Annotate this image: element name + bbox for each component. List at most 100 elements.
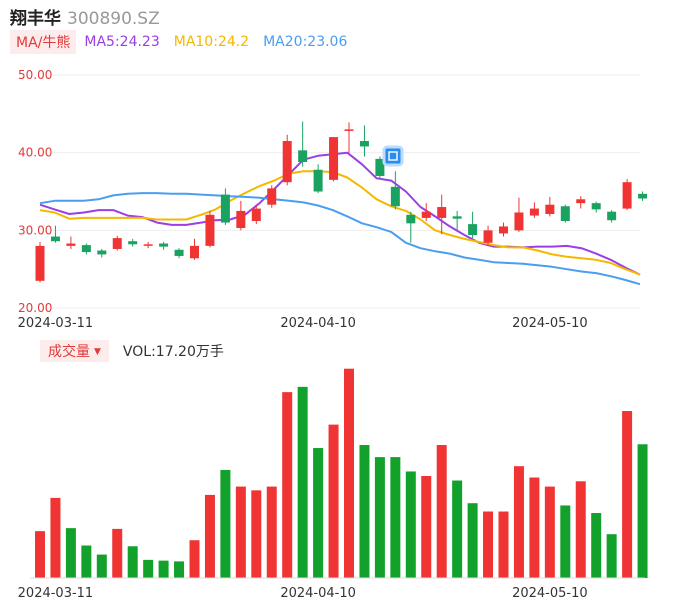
volume-bar [591,513,602,578]
candle-body [607,211,617,221]
volume-bar [158,560,169,578]
volume-indicator-button[interactable]: 成交量 ▼ [40,340,109,362]
candle-body [50,236,60,242]
candle-body [344,129,354,131]
candle-body [390,186,400,207]
candle-body [267,188,277,205]
candle-body [545,204,555,215]
ma5-line [39,151,641,276]
candle-body [437,207,447,218]
candle-body [483,230,493,243]
volume-legend: 成交量 ▼ VOL:17.20万手 [40,340,224,362]
volume-bar [359,445,370,578]
volume-bar [81,545,92,578]
candle-body [499,226,508,234]
volume-bar [235,486,246,578]
candle-body [205,214,215,246]
date-tick-label: 2024-05-10 [512,316,588,331]
volume-bar [421,476,432,578]
candle-body [298,150,308,162]
volume-bar [467,503,478,578]
volume-bar [637,444,648,578]
ma20-line [39,192,641,286]
volume-bar [328,424,339,578]
volume-indicator-label: 成交量 [48,344,90,360]
candle-body [514,212,524,231]
caret-down-icon: ▼ [94,347,101,357]
candle-body [529,208,539,216]
candle-body [622,182,632,209]
volume-bar [266,486,277,578]
candle-body [359,141,369,147]
candle-body [468,224,478,235]
volume-bar [606,534,617,578]
candle-body [190,245,199,259]
candle-body [591,203,601,210]
candle-body [81,245,91,253]
volume-bar [544,486,555,578]
candle-body [174,249,184,256]
candle-body [282,141,292,183]
stock-code: 300890.SZ [67,9,160,29]
volume-bar [65,528,76,578]
candle-body [143,244,153,246]
candle-body [375,158,385,176]
candle-body [452,216,462,219]
candle-body [329,137,339,180]
volume-value: VOL:17.20万手 [122,344,224,360]
volume-bar [405,471,416,578]
volume-bar [112,528,123,578]
volume-bar [374,457,385,578]
candle-body [159,243,169,247]
candle-body [576,199,586,204]
price-tick-label: 20.00 [18,301,52,315]
candle-body [220,194,230,223]
candle-body [112,238,122,249]
volume-bar [575,481,586,578]
candle-body [97,250,107,255]
stock-title: 翔丰华 300890.SZ [10,4,160,29]
date-axis-price: 2024-03-11 2024-04-10 2024-05-10 [18,316,588,331]
volume-bar [96,554,107,578]
ma20-label: MA20:23.06 [263,34,348,50]
volume-bar [143,559,154,578]
ma10-label: MA10:24.2 [173,34,250,50]
date-tick-label: 2024-03-11 [18,586,94,601]
volume-bar [50,497,61,578]
volume-bar [313,448,324,578]
ma-legend: MA/牛熊 MA5:24.23 MA10:24.2 MA20:23.06 [10,30,361,54]
price-axis: 50.00 40.00 30.00 20.00 [18,68,52,315]
price-tick-label: 50.00 [18,68,52,82]
volume-bar [436,445,447,578]
volume-bar [220,469,231,578]
date-tick-label: 2024-04-10 [280,586,356,601]
volume-bar [204,494,215,578]
volume-bar [452,480,463,578]
volume-bar [174,561,185,578]
ma5-label: MA5:24.23 [84,34,160,50]
volume-bar [483,511,494,578]
volume-bar [390,457,401,578]
date-tick-label: 2024-04-10 [280,316,356,331]
date-axis-volume: 2024-03-11 2024-04-10 2024-05-10 [18,586,588,601]
volume-bar [344,368,354,578]
volume-bar [251,490,262,578]
candle-body [66,243,76,246]
date-tick-label: 2024-05-10 [512,586,588,601]
ma-indicator-button[interactable]: MA/牛熊 [10,30,77,54]
price-grid [52,74,640,309]
stock-name: 翔丰华 [10,9,61,29]
volume-bar [282,392,293,578]
event-marker-icon[interactable] [382,145,404,167]
candle-body [638,193,648,199]
volume-bar [297,386,308,578]
candle-body [251,208,261,222]
candle-body [421,211,431,218]
candle-body [236,210,246,229]
moving-averages [39,151,641,286]
candle-body [35,245,45,281]
date-tick-label: 2024-03-11 [18,316,94,331]
volume-bar [513,466,524,578]
volume-bar [560,505,571,578]
